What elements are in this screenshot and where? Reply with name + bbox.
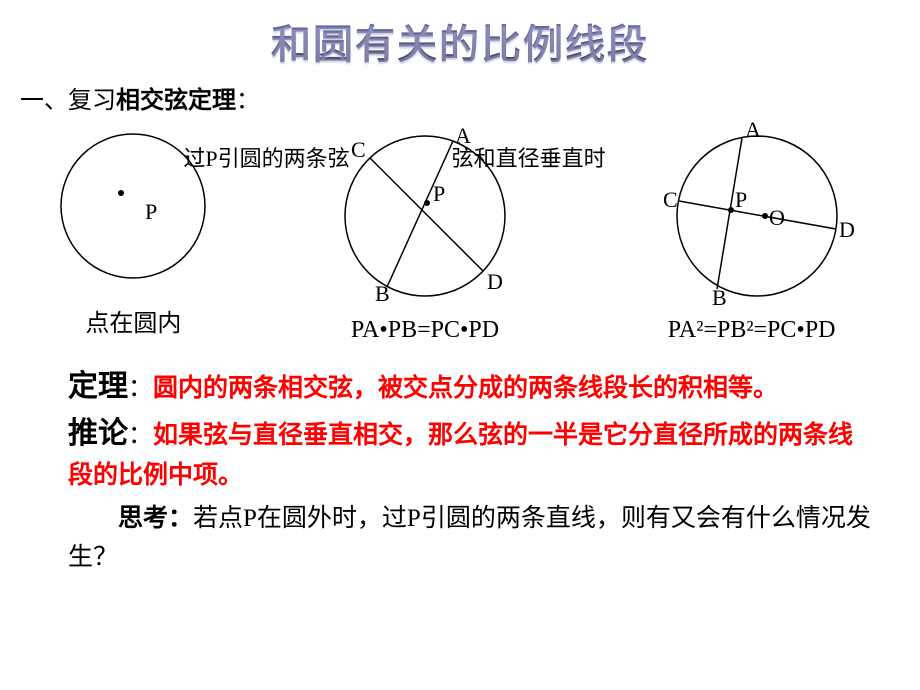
chord-perp-diameter-icon: A B C D P O <box>637 121 867 311</box>
section-heading: 一、复习相交弦定理： <box>0 80 920 115</box>
diagram-3-caption: PA²=PB²=PC•PD <box>668 317 836 344</box>
label-D: D <box>839 217 855 242</box>
diagram-1: 过P引圆的两条弦 P 点在圆内 <box>28 121 238 338</box>
label-B: B <box>375 281 390 306</box>
think-block: 思考：若点P在圆外时，过P引圆的两条直线，则有又会有什么情况发生？ <box>68 500 872 578</box>
label-P: P <box>735 187 747 212</box>
corollary-label: 推论 <box>68 417 128 450</box>
diagram-3-side-label: 弦和直径垂直时 <box>452 141 652 173</box>
label-P: P <box>433 181 445 206</box>
section-suffix: ： <box>236 88 260 114</box>
label-D: D <box>487 269 503 294</box>
page-title: 和圆有关的比例线段 <box>0 0 920 70</box>
diagram-row: 过P引圆的两条弦 P 点在圆内 A B C D P PA•PB=PC•PD 弦和… <box>0 121 920 344</box>
theorem-line: 定理：圆内的两条相交弦，被交点分成的两条线段长的积相等。 <box>68 364 872 411</box>
diagram-3: 弦和直径垂直时 A B C D P O PA²=PB²=PC•PD <box>612 121 892 344</box>
label-B: B <box>712 285 727 310</box>
corollary-colon: ： <box>128 422 153 449</box>
label-A: A <box>745 121 761 142</box>
section-name: 相交弦定理 <box>116 88 236 114</box>
diagram-2-caption: PA•PB=PC•PD <box>351 317 499 344</box>
label-C: C <box>663 187 678 212</box>
section-prefix: 一、复习 <box>20 88 116 114</box>
corollary-text: 如果弦与直径垂直相交，那么弦的一半是它分直径所成的两条线段的比例中项。 <box>68 422 853 490</box>
think-label: 思考： <box>118 505 193 532</box>
theorem-label: 定理 <box>68 370 128 403</box>
label-O: O <box>769 205 785 230</box>
diagram-1-caption: 点在圆内 <box>85 303 181 338</box>
label-C: C <box>351 137 366 162</box>
body-text: 定理：圆内的两条相交弦，被交点分成的两条线段长的积相等。 推论：如果弦与直径垂直… <box>0 344 920 577</box>
label-P: P <box>145 199 157 224</box>
theorem-colon: ： <box>128 375 153 402</box>
corollary-line: 推论：如果弦与直径垂直相交，那么弦的一半是它分直径所成的两条线段的比例中项。 <box>68 411 872 496</box>
theorem-text: 圆内的两条相交弦，被交点分成的两条线段长的积相等。 <box>153 375 778 402</box>
